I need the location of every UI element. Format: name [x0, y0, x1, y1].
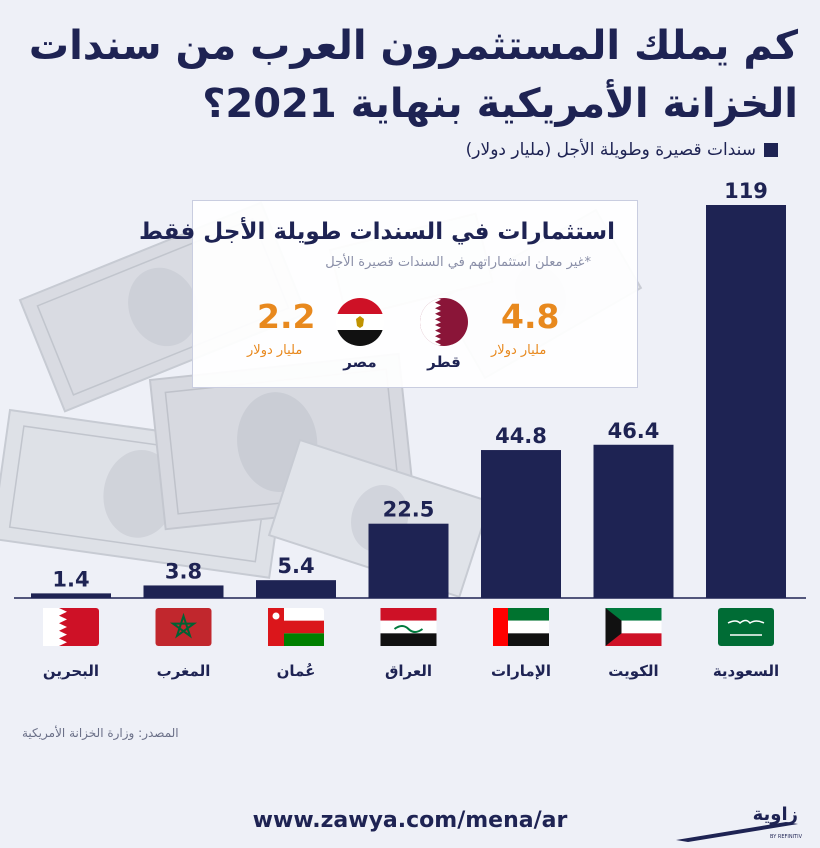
iraq-flag-icon [380, 608, 437, 646]
svg-text:زاوية: زاوية [753, 804, 798, 825]
callout-title: استثمارات في السندات طويلة الأجل فقط [139, 219, 615, 245]
category-label-5: الكويت [608, 662, 658, 680]
data-label-3: 22.5 [383, 498, 435, 522]
bar-chart: 1.4 البحرين 3.8 المغرب 5.4 عُمان 22.5 العراق 44.… [14, 179, 806, 680]
qatar-flag-icon [420, 298, 468, 346]
bar-5 [593, 444, 674, 598]
legend: سندات قصيرة وطويلة الأجل (مليار دولار) [466, 140, 778, 160]
data-label-0: 1.4 [52, 567, 89, 591]
data-label-4: 44.8 [495, 424, 547, 448]
data-label-5: 46.4 [608, 419, 660, 443]
callout-box: استثمارات في السندات طويلة الأجل فقط *غي… [139, 200, 638, 388]
bar-4 [481, 450, 561, 598]
category-label-6: السعودية [713, 662, 779, 680]
callout-unit-egypt: مليار دولار [247, 343, 303, 358]
legend-swatch [764, 143, 778, 157]
data-label-2: 5.4 [277, 554, 314, 578]
egypt-flag-icon [336, 298, 384, 346]
oman-flag-icon [268, 608, 324, 646]
bar-0 [31, 593, 111, 598]
data-label-6: 119 [724, 179, 768, 203]
bahrain-flag-icon [43, 608, 99, 646]
callout-value-qatar: 4.8 [501, 297, 560, 336]
category-label-0: البحرين [43, 662, 99, 680]
zawya-logo: زاوية BY REFINITIV [676, 804, 803, 842]
data-label-1: 3.8 [165, 559, 202, 583]
category-label-3: العراق [385, 662, 432, 680]
legend-label: سندات قصيرة وطويلة الأجل (مليار دولار) [465, 140, 756, 160]
morocco-flag-icon [155, 608, 212, 646]
callout-country-egypt: مصر [343, 353, 377, 371]
bar-3 [368, 523, 449, 598]
callout-unit-qatar: مليار دولار [491, 343, 547, 358]
callout-value-egypt: 2.2 [257, 297, 316, 336]
website-url[interactable]: www.zawya.com/mena/ar [252, 808, 568, 833]
category-label-4: الإمارات [491, 662, 551, 680]
category-label-2: عُمان [277, 662, 316, 680]
saudi-flag-icon [718, 608, 774, 646]
bar-2 [256, 580, 336, 598]
bar-6 [706, 205, 786, 598]
chart-title-line-1: كم يملك المستثمرون العرب من سندات [28, 23, 798, 69]
kuwait-flag-icon [605, 608, 662, 646]
category-label-1: المغرب [157, 662, 211, 680]
uae-flag-icon [493, 608, 549, 646]
source-note: المصدر: وزارة الخزانة الأمريكية [22, 726, 179, 740]
chart-title-line-2: الخزانة الأمريكية بنهاية 2021؟ [202, 81, 798, 127]
callout-note: *غير معلن استثماراتهم في السندات قصيرة ا… [325, 255, 591, 270]
callout-country-qatar: قطر [427, 353, 461, 371]
svg-text:BY REFINITIV: BY REFINITIV [770, 834, 803, 840]
bar-1 [143, 585, 224, 598]
